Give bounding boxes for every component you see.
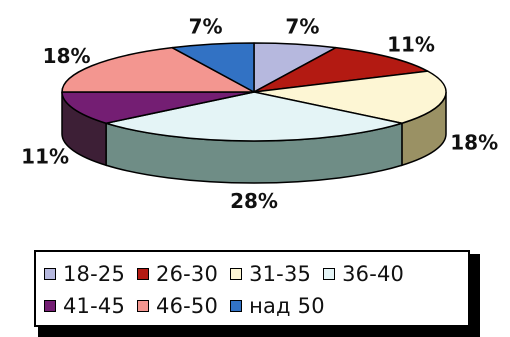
legend-item-31-35: 31-35 bbox=[230, 262, 311, 286]
legend-item-41-45: 41-45 bbox=[44, 294, 125, 318]
pie-value-label: 7% bbox=[189, 15, 223, 39]
pie-slice-36-40 bbox=[105, 91, 403, 142]
pie-slice-26-30 bbox=[253, 46, 429, 93]
legend-label: 18-25 bbox=[63, 262, 126, 286]
legend-swatch bbox=[44, 268, 56, 280]
pie-value-label: 7% bbox=[285, 15, 319, 39]
legend-swatch bbox=[230, 300, 243, 312]
legend-label: 36-40 bbox=[342, 262, 405, 286]
legend-item-46-50: 46-50 bbox=[137, 294, 218, 318]
pie-value-label: 11% bbox=[387, 33, 435, 57]
pie-value-label: 28% bbox=[230, 189, 278, 213]
legend-label: над 50 bbox=[249, 294, 325, 318]
pie-tops bbox=[61, 42, 447, 142]
legend-item-26-30: 26-30 bbox=[137, 262, 218, 286]
legend-label: 26-30 bbox=[156, 262, 219, 286]
legend-swatch bbox=[44, 300, 56, 312]
pie-value-label: 18% bbox=[450, 130, 498, 154]
legend-swatch bbox=[137, 300, 150, 312]
legend-row-1: 18-25 26-30 31-35 36-40 bbox=[44, 262, 416, 286]
legend-item-18-25: 18-25 bbox=[44, 262, 125, 286]
legend-label: 41-45 bbox=[63, 294, 126, 318]
pie-slice-31-35 bbox=[253, 70, 447, 124]
legend-swatch bbox=[137, 268, 150, 280]
pie-slice-над 50 bbox=[171, 42, 255, 93]
pie-slice-41-45 bbox=[61, 91, 255, 124]
legend-swatch bbox=[323, 268, 336, 280]
pie-value-labels: 7% 11% 18% 28% 11% 18% 7% bbox=[21, 15, 498, 213]
legend-row-2: 41-45 46-50 над 50 bbox=[44, 294, 337, 318]
legend-item-over-50: над 50 bbox=[230, 294, 325, 318]
pie-chart: 7% 11% 18% 28% 11% 18% 7% bbox=[21, 15, 498, 213]
legend-label: 46-50 bbox=[156, 294, 219, 318]
legend-label: 31-35 bbox=[249, 262, 312, 286]
legend-item-36-40: 36-40 bbox=[323, 262, 404, 286]
pie-sides bbox=[61, 91, 447, 184]
pie-slice-46-50 bbox=[61, 46, 255, 93]
legend-swatch bbox=[230, 268, 243, 280]
legend: 18-25 26-30 31-35 36-40 41-45 46-50 над … bbox=[34, 250, 470, 327]
pie-value-label: 18% bbox=[43, 44, 91, 68]
pie-value-label: 11% bbox=[21, 145, 69, 169]
